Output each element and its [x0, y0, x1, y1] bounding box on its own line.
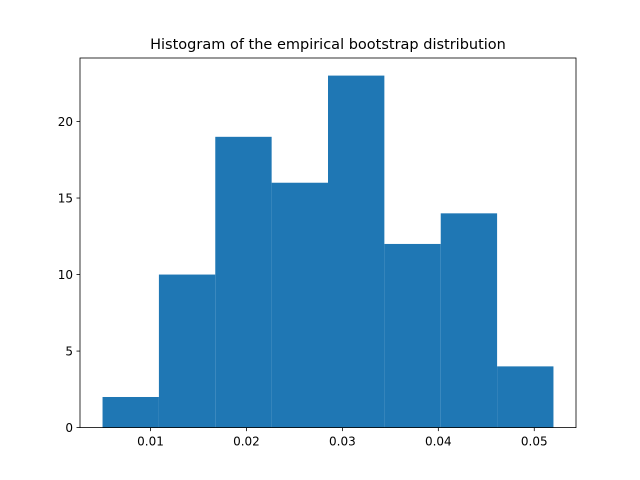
y-tick-label: 15: [58, 191, 73, 205]
histogram-bar: [271, 182, 328, 428]
histogram-bar: [102, 396, 159, 428]
x-tick-label: 0.04: [425, 435, 452, 449]
histogram-bar: [440, 213, 498, 428]
bars-group: [102, 75, 554, 428]
x-tick-label: 0.05: [521, 435, 548, 449]
y-tick-label: 0: [65, 421, 73, 435]
histogram-bar: [384, 243, 441, 428]
chart-title: Histogram of the empirical bootstrap dis…: [150, 37, 506, 53]
histogram-bar: [215, 136, 272, 428]
histogram-bar: [497, 366, 554, 428]
histogram-bar: [328, 75, 385, 428]
y-tick-label: 20: [58, 115, 73, 129]
x-tick-label: 0.03: [329, 435, 356, 449]
x-axis-ticks: 0.01 0.02 0.03 0.04 0.05: [137, 427, 548, 449]
y-tick-label: 5: [65, 344, 73, 358]
x-tick-label: 0.01: [137, 435, 164, 449]
y-tick-label: 10: [58, 268, 73, 282]
y-axis-ticks: 0 5 10 15 20: [58, 115, 80, 435]
histogram-bar: [158, 274, 216, 428]
axes-frame: [79, 57, 577, 429]
x-tick-label: 0.02: [233, 435, 260, 449]
